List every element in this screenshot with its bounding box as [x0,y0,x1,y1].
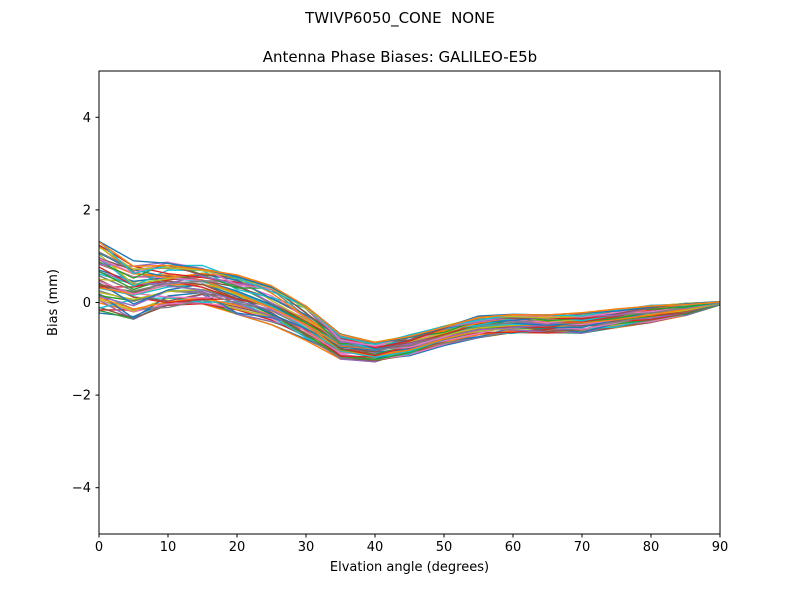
x-tick-label: 60 [505,540,522,555]
x-tick-label: 10 [160,540,177,555]
x-tick-label: 80 [643,540,660,555]
series-line [98,245,721,345]
series-lines [98,240,721,363]
y-axis-label: Bias (mm) [46,269,61,336]
x-tick-label: 90 [712,540,729,555]
axes-title: Antenna Phase Biases: GALILEO-E5b [262,48,538,66]
x-axis-label: Elvation angle (degrees) [330,560,489,575]
x-tick-label: 20 [229,540,246,555]
figure-suptitle: TWIVP6050_CONE NONE [305,9,495,27]
y-tick-label: −4 [72,481,91,496]
x-tick-label: 50 [436,540,453,555]
y-tick-label: 4 [83,111,91,126]
series-line [98,241,721,343]
y-tick-label: 0 [83,296,91,311]
y-tick-label: −2 [72,389,91,404]
x-tick-label: 30 [298,540,315,555]
y-tick-label: 2 [83,203,91,218]
series-line [98,246,721,343]
x-tick-label: 70 [574,540,591,555]
x-tick-label: 40 [367,540,384,555]
series-line [98,297,721,359]
axis-ticks: 0 10 20 30 40 50 60 70 80 90 −4 −2 0 2 4 [72,111,728,555]
x-tick-label: 0 [95,540,103,555]
series-line [98,240,721,346]
